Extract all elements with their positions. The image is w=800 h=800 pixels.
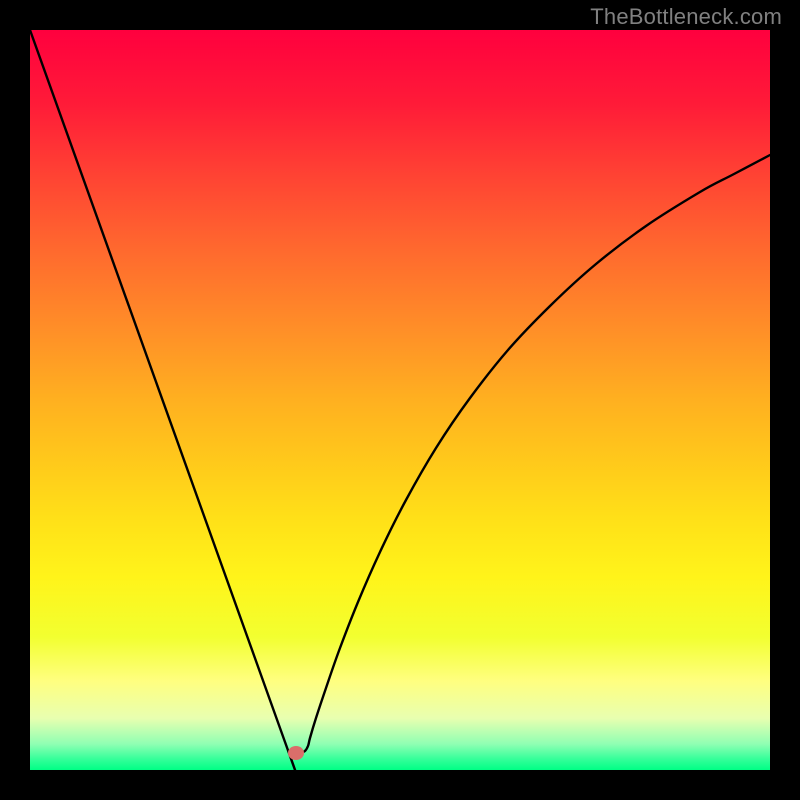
watermark-text: TheBottleneck.com <box>590 4 782 30</box>
plot-area-background <box>30 30 770 770</box>
chart-stage: TheBottleneck.com <box>0 0 800 800</box>
bottleneck-chart <box>0 0 800 800</box>
optimum-marker <box>288 746 304 760</box>
